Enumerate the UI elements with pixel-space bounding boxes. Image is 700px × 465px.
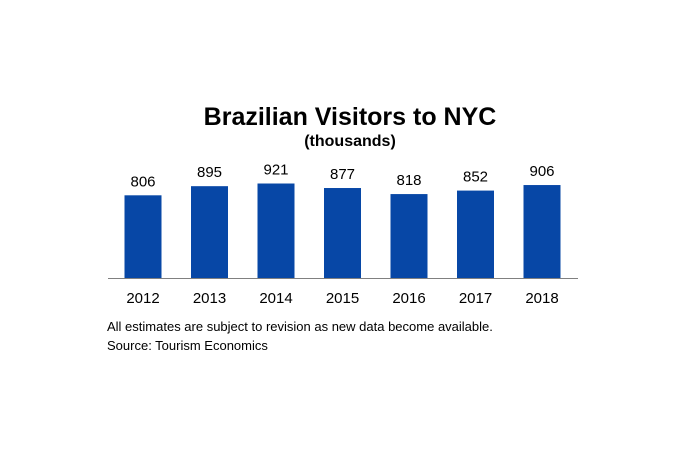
value-label-2017: 852 xyxy=(463,169,488,186)
bars-group xyxy=(124,183,561,278)
source-note: Source: Tourism Economics xyxy=(107,338,268,353)
value-label-2012: 806 xyxy=(130,173,155,190)
bar-2013 xyxy=(191,186,228,278)
chart-title: Brazilian Visitors to NYC xyxy=(203,103,497,131)
bar-2017 xyxy=(457,190,494,278)
bar-2016 xyxy=(390,194,428,278)
bar-2014 xyxy=(257,183,295,278)
tick-label-2013: 2013 xyxy=(193,290,226,307)
disclaimer-note: All estimates are subject to revision as… xyxy=(107,319,493,334)
value-label-2015: 877 xyxy=(330,166,355,183)
value-label-2014: 921 xyxy=(263,162,288,179)
tick-label-2014: 2014 xyxy=(259,290,292,307)
chart-subtitle: (thousands) xyxy=(304,133,396,150)
bar-2012 xyxy=(124,195,162,278)
tick-label-2016: 2016 xyxy=(392,290,425,307)
value-label-2018: 906 xyxy=(529,163,554,180)
tick-label-2012: 2012 xyxy=(126,290,159,307)
value-labels-group: 806 895 921 877 818 852 906 xyxy=(130,162,554,191)
tick-label-2018: 2018 xyxy=(525,290,558,307)
chart-notes: All estimates are subject to revision as… xyxy=(107,317,493,355)
tick-labels-group: 2012 2013 2014 2015 2016 2017 2018 xyxy=(126,290,558,307)
bar-2018 xyxy=(523,185,561,278)
tick-label-2015: 2015 xyxy=(326,290,359,307)
bar-2015 xyxy=(324,188,361,278)
value-label-2013: 895 xyxy=(197,164,222,181)
value-label-2016: 818 xyxy=(396,172,421,189)
tick-label-2017: 2017 xyxy=(459,290,492,307)
